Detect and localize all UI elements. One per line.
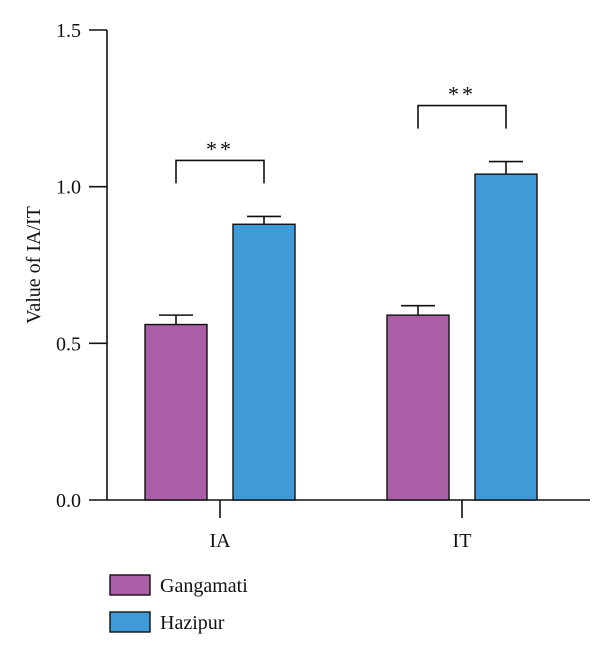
legend-swatch-gangamati — [109, 574, 151, 596]
y-tick-label: 1.0 — [56, 177, 81, 199]
significance-bracket — [417, 104, 507, 129]
y-tick-label: 1.5 — [56, 20, 81, 42]
bar-hazipur-it — [474, 173, 538, 501]
chart-legend: Gangamati Hazipur — [109, 574, 248, 634]
x-tick-label: IT — [453, 530, 472, 552]
legend-label-gangamati: Gangamati — [160, 575, 248, 597]
significance-label: ** — [206, 136, 234, 161]
y-tick-label: 0.0 — [56, 490, 81, 512]
bar-hazipur-ia — [232, 223, 296, 501]
chart-annotations: ** ** — [175, 82, 507, 184]
legend-swatch-hazipur — [109, 611, 151, 633]
legend-label-hazipur: Hazipur — [160, 612, 225, 634]
significance-bracket — [175, 159, 265, 184]
y-tick-label: 0.5 — [56, 333, 81, 355]
bar-gangamati-ia — [144, 323, 208, 501]
chart-bars — [144, 160, 538, 501]
significance-label: ** — [448, 82, 476, 107]
x-tick-label: IA — [209, 530, 231, 552]
y-axis-title: Value of IA/IT — [23, 206, 45, 324]
bar-gangamati-it — [386, 314, 450, 501]
